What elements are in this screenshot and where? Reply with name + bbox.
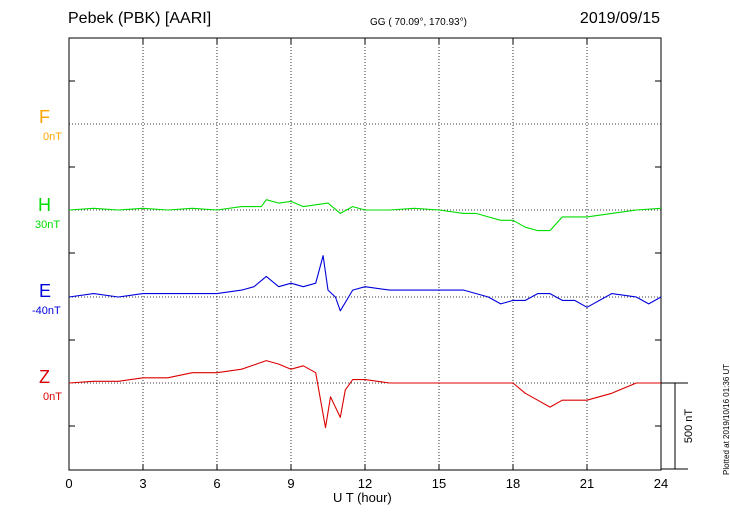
x-tick-label: 21 <box>580 476 594 491</box>
series-line-e <box>68 255 662 312</box>
offset-label-f: 0nT <box>43 131 62 143</box>
series-line-z <box>68 360 661 429</box>
component-label-h: H <box>38 195 51 215</box>
offset-label-z: 0nT <box>43 391 62 403</box>
component-label-e: E <box>39 281 52 301</box>
x-tick-label: 3 <box>139 476 146 491</box>
x-axis-label: U T (hour) <box>333 490 392 505</box>
scale-bar-label: 500 nT <box>683 409 695 444</box>
geographic-coordinates: GG ( 70.09°, 170.93°) <box>370 17 467 28</box>
station-title: Pebek (PBK) [AARI] <box>68 10 212 27</box>
offset-label-e: -40nT <box>32 305 61 317</box>
component-label-z: Z <box>39 367 50 387</box>
component-label-f: F <box>39 107 50 127</box>
x-tick-label: 18 <box>506 476 520 491</box>
x-tick-label: 15 <box>432 476 446 491</box>
x-tick-label: 0 <box>65 476 72 491</box>
x-tick-label: 6 <box>213 476 220 491</box>
x-tick-label: 24 <box>654 476 668 491</box>
x-tick-label: 12 <box>358 476 372 491</box>
chart-date: 2019/09/15 <box>579 10 660 27</box>
series-line-h <box>68 199 662 232</box>
x-tick-label: 9 <box>287 476 294 491</box>
offset-label-h: 30nT <box>35 219 61 231</box>
